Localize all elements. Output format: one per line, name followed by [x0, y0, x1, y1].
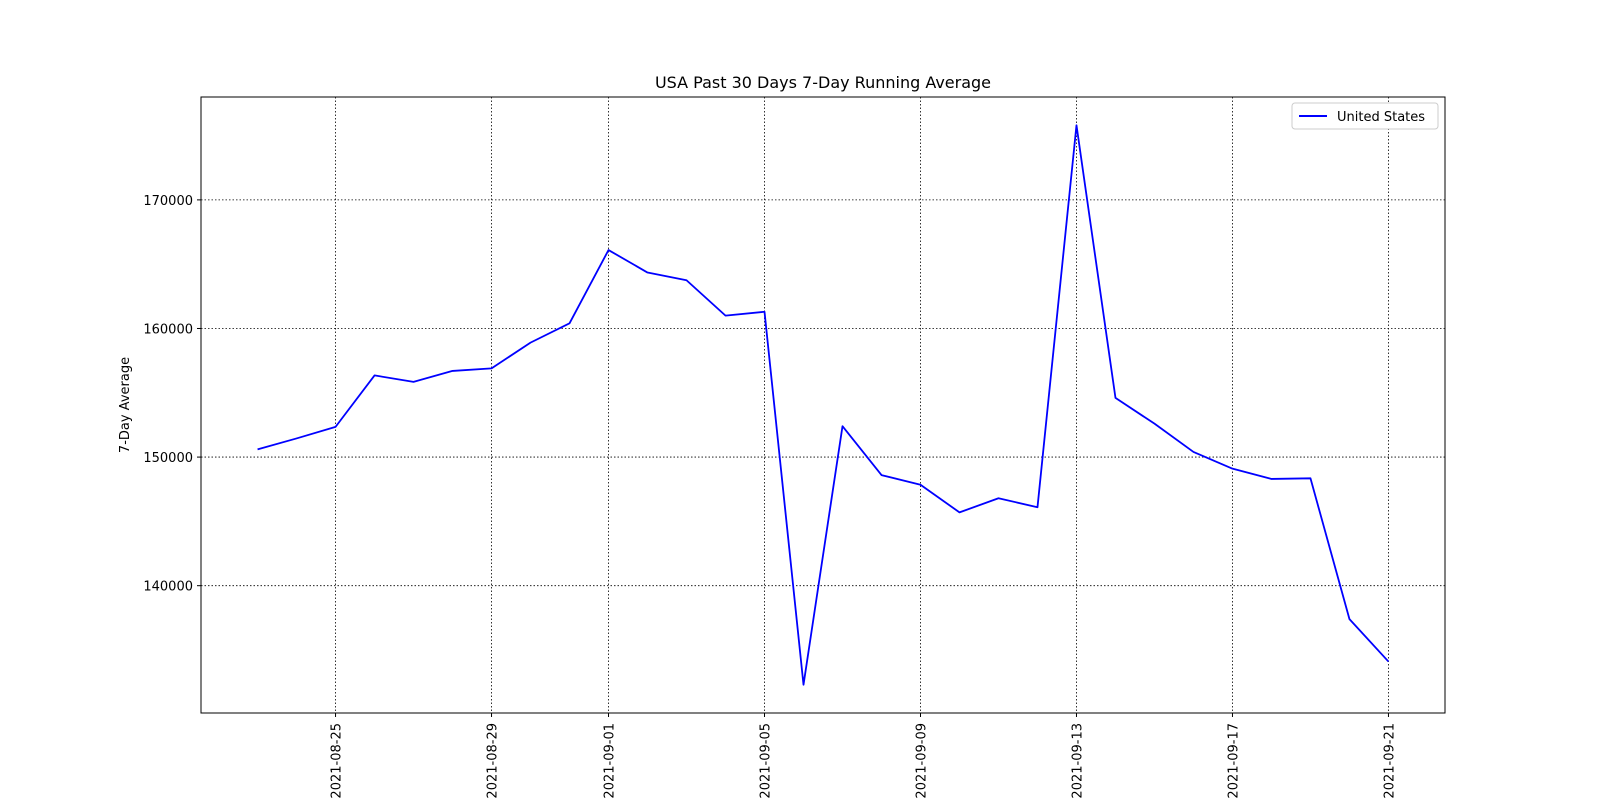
legend-box: [1291, 102, 1439, 130]
series-layer: [257, 124, 1390, 686]
plot-area-frame: [200, 96, 1446, 714]
x-tick-label: 2021-08-29: [486, 723, 501, 799]
y-tick-label: 170000: [143, 194, 193, 209]
legend-label-united-states: United States: [1337, 110, 1425, 125]
x-tick-label: 2021-09-05: [759, 723, 774, 799]
y-tick-label: 140000: [143, 580, 193, 595]
x-tick-label: 2021-09-21: [1382, 723, 1397, 799]
x-tick-label: 2021-09-17: [1226, 723, 1241, 799]
x-tick-label: 2021-09-13: [1070, 723, 1085, 799]
legend: United States: [1291, 102, 1439, 130]
x-tick-label: 2021-09-01: [603, 723, 618, 799]
y-axis-ticks: 140000 150000 160000 170000: [143, 194, 201, 595]
y-axis-label: 7-Day Average: [118, 357, 133, 453]
x-tick-label: 2021-09-09: [914, 723, 929, 799]
y-tick-label: 150000: [143, 451, 193, 466]
x-tick-label: 2021-08-25: [330, 723, 345, 799]
series-line-united-states: [257, 124, 1390, 686]
grid-lines: [201, 97, 1445, 713]
x-axis-ticks: 2021-08-25 2021-08-29 2021-09-01 2021-09-05…: [330, 713, 1397, 799]
chart-title: USA Past 30 Days 7-Day Running Average: [655, 73, 991, 92]
y-tick-label: 160000: [143, 322, 193, 337]
